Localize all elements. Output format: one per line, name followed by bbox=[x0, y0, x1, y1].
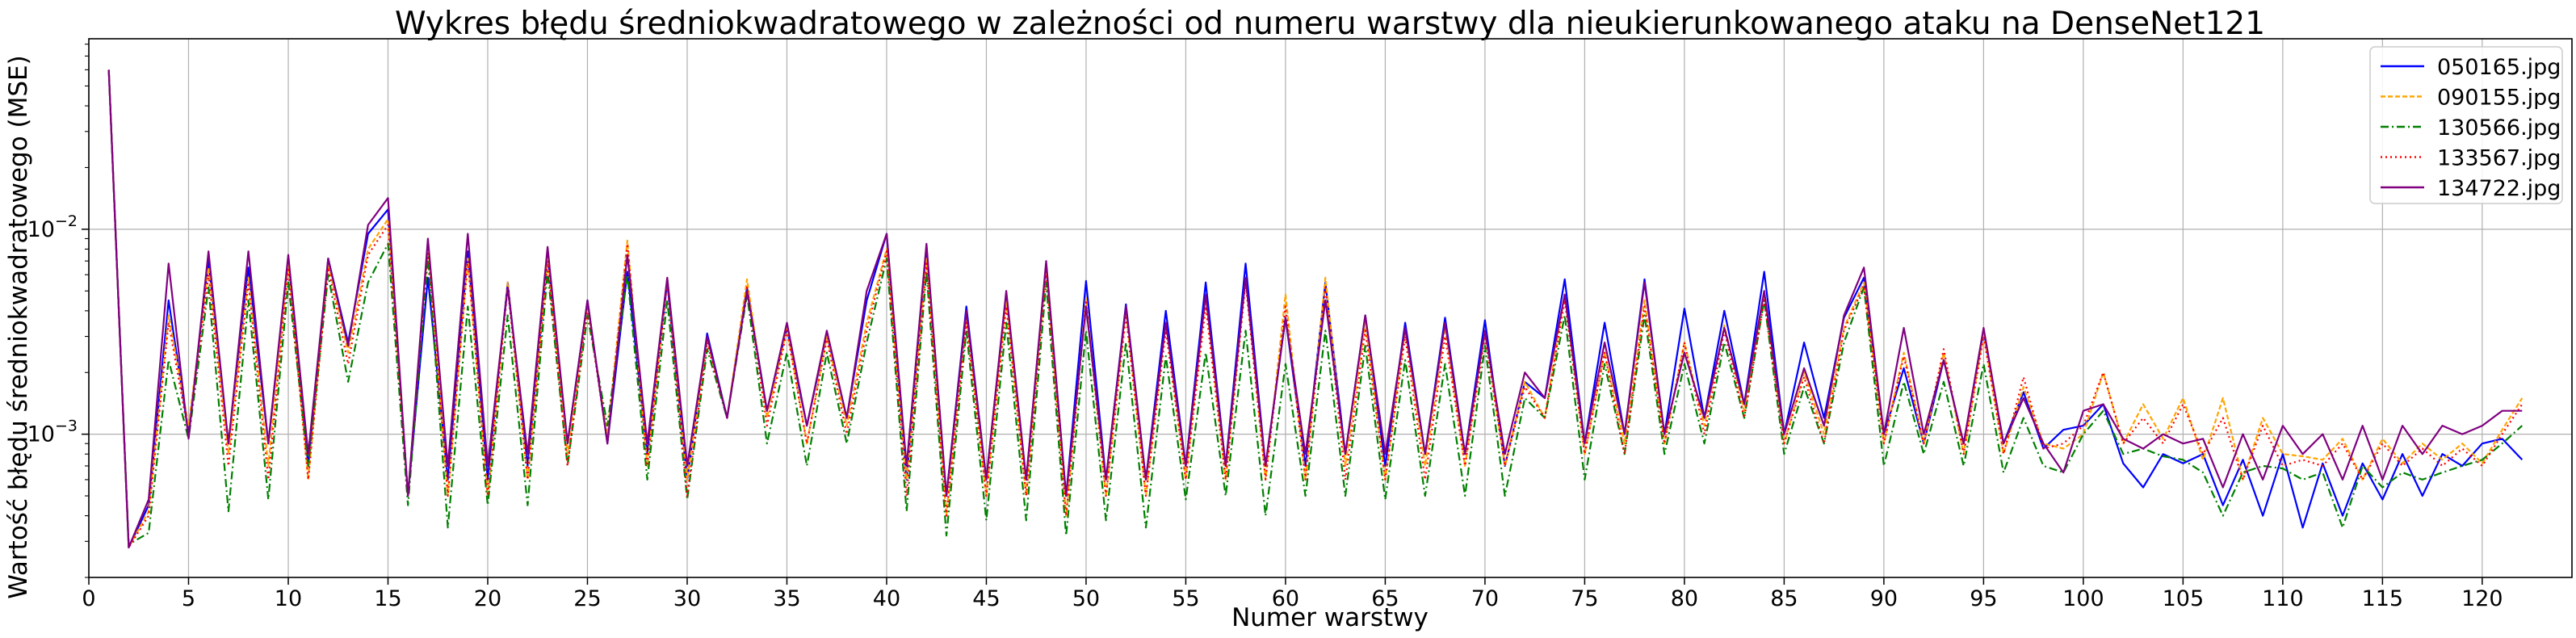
x-tick-label: 10 bbox=[275, 586, 302, 611]
series-line-130566 bbox=[107, 69, 2524, 546]
x-tick-label: 110 bbox=[2262, 586, 2304, 611]
x-tick-label: 65 bbox=[1371, 586, 1399, 611]
legend-label: 130566.jpg bbox=[2437, 115, 2561, 141]
x-tick-label: 0 bbox=[82, 586, 95, 611]
series-lines bbox=[107, 69, 2524, 549]
x-tick-label: 90 bbox=[1870, 586, 1898, 611]
x-tick-label: 50 bbox=[1072, 586, 1100, 611]
x-tick-label: 95 bbox=[1970, 586, 1997, 611]
x-tick-label: 120 bbox=[2461, 586, 2503, 611]
y-tick-label: 10−3 bbox=[27, 418, 78, 447]
x-tick-label: 15 bbox=[374, 586, 401, 611]
x-tick-label: 35 bbox=[773, 586, 800, 611]
x-tick-label: 75 bbox=[1571, 586, 1598, 611]
y-tick-base: 10 bbox=[27, 422, 55, 447]
x-tick-label: 80 bbox=[1671, 586, 1698, 611]
x-tick-label: 25 bbox=[573, 586, 601, 611]
x-tick-label: 85 bbox=[1770, 586, 1798, 611]
x-tick-label: 105 bbox=[2163, 586, 2205, 611]
y-tick-label: 10−2 bbox=[27, 212, 78, 242]
y-tick-exponent: −2 bbox=[55, 212, 78, 230]
y-tick-exponent: −3 bbox=[55, 418, 78, 435]
x-tick-label: 60 bbox=[1272, 586, 1299, 611]
x-tick-label: 55 bbox=[1172, 586, 1199, 611]
legend-box bbox=[2369, 46, 2563, 204]
legend-label: 090155.jpg bbox=[2437, 86, 2561, 111]
y-axis-label: Wartość błędu średniokwadratowego (MSE) bbox=[4, 55, 33, 598]
x-tick-label: 20 bbox=[474, 586, 501, 611]
x-tick-label: 5 bbox=[182, 586, 195, 611]
y-tick-base: 10 bbox=[27, 217, 55, 242]
legend-label: 133567.jpg bbox=[2437, 146, 2561, 171]
plot-area-frame bbox=[88, 38, 2573, 578]
x-tick-label: 40 bbox=[873, 586, 900, 611]
x-tick-label: 45 bbox=[972, 586, 1000, 611]
series-line-134722 bbox=[107, 69, 2523, 549]
axis-ticks: 0 5 10 15 20 25 30 35 40 45 50 55 60 65 70 75 80 85 90 95 10… bbox=[27, 44, 2503, 611]
grid-lines bbox=[88, 39, 2572, 577]
legend-label: 134722.jpg bbox=[2437, 176, 2561, 201]
x-tick-label: 100 bbox=[2062, 586, 2104, 611]
x-axis-label: Numer warstwy bbox=[1231, 603, 1429, 632]
x-tick-label: 115 bbox=[2362, 586, 2404, 611]
legend-label: 050165.jpg bbox=[2437, 55, 2561, 80]
x-tick-label: 30 bbox=[673, 586, 701, 611]
x-tick-label: 70 bbox=[1471, 586, 1499, 611]
legend: 050165.jpg 090155.jpg 130566.jpg 133567.jpg… bbox=[2369, 46, 2563, 204]
chart-title: Wykres błędu średniokwadratowego w zależ… bbox=[395, 6, 2265, 42]
